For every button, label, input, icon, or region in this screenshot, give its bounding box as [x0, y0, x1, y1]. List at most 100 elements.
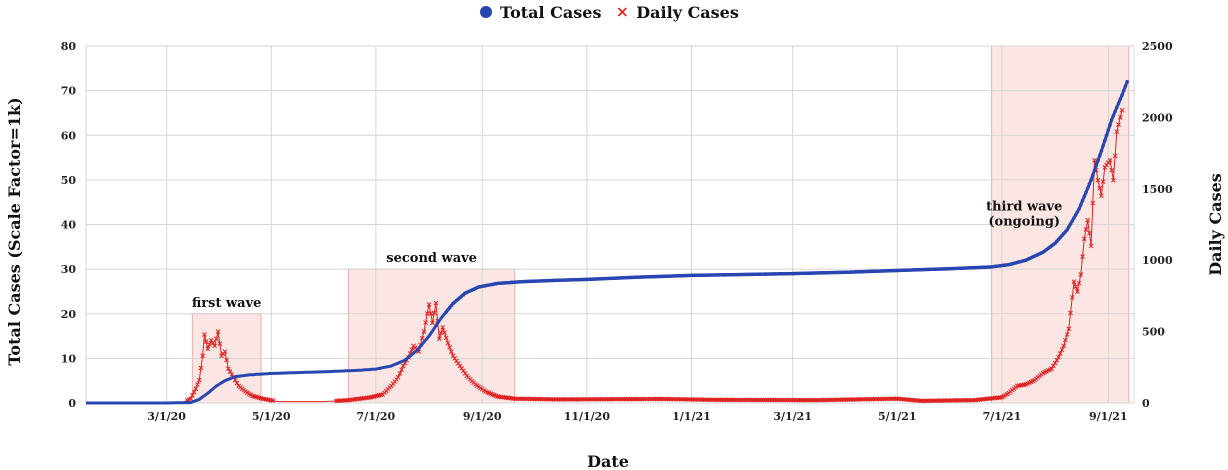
daily-cases-point: [1051, 363, 1056, 369]
daily-cases-point: [201, 332, 207, 337]
daily-cases-point: [781, 397, 787, 403]
daily-cases-point: [997, 395, 1003, 400]
daily-cases-point: [659, 396, 665, 402]
daily-cases-point: [553, 397, 559, 402]
daily-cases-point: [780, 397, 785, 403]
daily-cases-point: [680, 396, 686, 402]
daily-cases-point: [1078, 272, 1084, 277]
daily-cases-point: [395, 374, 401, 380]
y-right-tick-label: 1000: [1142, 254, 1173, 267]
y-left-tick-label: 60: [61, 129, 77, 142]
daily-cases-point: [668, 396, 674, 402]
daily-cases-point: [421, 329, 427, 334]
daily-cases-point: [622, 396, 627, 402]
daily-cases-point: [430, 320, 435, 326]
daily-cases-point: [678, 396, 684, 402]
daily-cases-point: [738, 397, 744, 403]
daily-cases-point: [450, 353, 456, 359]
y-left-tick-label: 20: [61, 308, 77, 321]
daily-cases-point: [930, 398, 936, 404]
daily-cases-point: [774, 397, 780, 403]
daily-cases-point: [709, 397, 715, 403]
daily-cases-point: [200, 353, 205, 359]
daily-cases-point: [1088, 243, 1094, 249]
daily-cases-point: [805, 397, 811, 403]
total-cases-point: [1089, 178, 1093, 182]
legend: Total Cases Daily Cases: [480, 3, 739, 22]
daily-cases-point: [188, 396, 193, 402]
daily-cases-point: [651, 396, 657, 402]
daily-cases-point: [937, 398, 943, 403]
daily-cases-point: [702, 397, 708, 403]
daily-cases-point: [562, 397, 567, 402]
daily-cases-point: [445, 340, 451, 346]
daily-cases-point: [946, 398, 952, 403]
daily-cases-point: [785, 397, 790, 403]
daily-cases-point: [665, 396, 670, 402]
daily-cases-point: [454, 358, 459, 364]
daily-cases-point: [433, 300, 439, 306]
daily-cases-point: [551, 397, 557, 402]
daily-cases-point: [666, 396, 672, 402]
total-cases-point: [1101, 143, 1105, 148]
daily-cases-point: [673, 396, 679, 402]
daily-cases-point: [689, 397, 694, 402]
daily-cases-point: [778, 397, 784, 403]
x-tick-label: 3/1/21: [773, 410, 812, 423]
daily-cases-point: [704, 397, 710, 403]
x-tick-label: 7/1/21: [983, 410, 1022, 423]
daily-cases-point: [599, 396, 605, 402]
daily-cases-point: [215, 329, 221, 334]
daily-cases-point: [786, 397, 792, 403]
daily-cases-point: [436, 336, 442, 342]
daily-cases-point: [460, 368, 466, 374]
daily-cases-point: [448, 349, 454, 354]
daily-cases-point: [423, 320, 428, 325]
daily-cases-point: [596, 396, 602, 402]
daily-cases-point: [555, 397, 561, 402]
daily-cases-point: [773, 397, 778, 403]
daily-cases-point: [1109, 167, 1115, 173]
daily-cases-point: [431, 310, 437, 316]
daily-cases-point: [718, 397, 723, 403]
daily-cases-point: [754, 397, 760, 403]
total-cases-point: [1121, 88, 1126, 93]
total-cases-point: [1104, 133, 1109, 138]
series-daily-cases: [86, 107, 1125, 404]
daily-cases-point: [1081, 236, 1087, 242]
daily-cases-point: [798, 397, 804, 403]
daily-cases-point: [627, 396, 633, 402]
daily-cases-point: [557, 397, 562, 402]
total-cases-point: [1075, 210, 1080, 214]
wave-label-1: first wave: [192, 296, 262, 311]
daily-cases-point: [949, 398, 955, 403]
y-right-tick-label: 500: [1142, 326, 1165, 339]
daily-cases-point: [560, 397, 566, 402]
daily-cases-point: [670, 396, 675, 402]
daily-cases-point: [409, 347, 415, 353]
daily-cases-point: [567, 397, 573, 402]
daily-cases-point: [658, 396, 663, 402]
daily-cases-point: [1111, 177, 1116, 183]
daily-cases-point: [572, 397, 578, 402]
daily-cases-point: [1100, 179, 1106, 185]
daily-cases-point: [942, 398, 948, 403]
daily-cases-point: [459, 366, 464, 371]
daily-cases-point: [924, 398, 929, 404]
daily-cases-point: [563, 397, 569, 402]
daily-cases-point: [932, 398, 938, 404]
daily-cases-point: [224, 357, 230, 363]
total-cases-point: [1079, 202, 1083, 207]
daily-cases-point: [745, 397, 751, 403]
daily-cases-point: [1119, 107, 1125, 113]
daily-cases-point: [646, 396, 651, 402]
total-cases-point: [1099, 149, 1104, 153]
daily-cases-point: [958, 397, 964, 403]
daily-cases-point: [589, 396, 595, 402]
x-tick-label: 7/1/20: [357, 410, 396, 423]
x-tick-label: 3/1/20: [147, 410, 186, 423]
daily-cases-point: [443, 335, 449, 341]
wave-label-3-line2: (ongoing): [988, 215, 1060, 230]
daily-cases-point: [690, 397, 696, 402]
daily-cases-point: [792, 397, 797, 403]
